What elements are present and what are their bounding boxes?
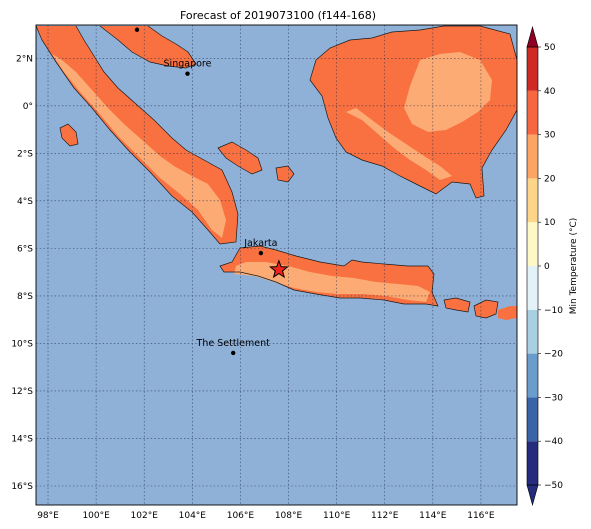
colorbar-segment (527, 134, 538, 179)
lon-tick-label: 110°E (323, 511, 351, 521)
colorbar-label: Min Temperature (°C) (569, 218, 579, 315)
lat-tick-label: 2°S (17, 149, 33, 159)
bangka-island (218, 142, 262, 174)
lon-tick-label: 112°E (371, 511, 399, 521)
colorbar-tick-label: −10 (544, 306, 563, 316)
lon-tick-label: 98°E (37, 511, 59, 521)
city-markers: Singapore Jakarta The Settlement (134, 27, 277, 356)
lat-axis-ticks: 2°N 0° 2°S 4°S 6°S 8°S 10°S 12°S 14°S 16°S (11, 54, 33, 492)
colorbar-tick-labels: 50 40 30 20 10 0 −10 −20 −30 −40 −50 (538, 43, 563, 491)
city-label: Singapore (164, 59, 212, 70)
coastlines (36, 25, 517, 319)
sumatra-mild-zone (52, 54, 226, 238)
colorbar-tick-label: 40 (544, 87, 556, 97)
lat-tick-label: 6°S (17, 244, 33, 254)
city-dot (231, 350, 236, 356)
lat-tick-label: 2°N (16, 54, 33, 64)
map-frame (35, 24, 518, 506)
bali-island (444, 298, 470, 312)
borneo-mild-zone (404, 52, 492, 132)
lon-tick-label: 104°E (179, 511, 207, 521)
colorbar-segment (527, 266, 538, 310)
gridlines (36, 25, 517, 505)
colorbar-tick-label: −50 (544, 481, 563, 491)
lat-tick-label: 16°S (11, 482, 33, 492)
colorbar-segment (527, 90, 538, 135)
lon-tick-label: 116°E (467, 511, 495, 521)
lon-tick-label: 100°E (82, 511, 110, 521)
lon-tick-label: 114°E (419, 511, 447, 521)
colorbar-segment (527, 441, 538, 485)
lat-tick-label: 10°S (11, 339, 33, 349)
colorbar-tick-label: 20 (544, 174, 556, 184)
figure-title: Forecast of 2019073100 (f144-168) (180, 9, 376, 22)
city-dot (258, 250, 264, 256)
location-dot (134, 27, 140, 32)
lat-tick-label: 12°S (11, 387, 33, 397)
lat-tick-label: 14°S (11, 434, 33, 444)
lat-tick-label: 0° (23, 102, 33, 112)
lat-tick-label: 8°S (17, 292, 33, 302)
colorbar-segments (526, 25, 539, 507)
lombok-island (474, 300, 498, 318)
colorbar-tick-label: 10 (544, 218, 556, 228)
lat-tick-label: 4°S (17, 197, 33, 207)
star-icon (269, 259, 289, 279)
location-star-marker (269, 259, 289, 279)
colorbar-segment (527, 222, 538, 266)
borneo-south-mild (346, 108, 452, 180)
colorbar-tick-label: 30 (544, 131, 556, 141)
colorbar-segment (527, 309, 538, 354)
map-panel: 98°E 100°E 102°E 104°E 106°E 108°E 110°E 112°E 1… (11, 24, 518, 521)
colorbar-tick-label: 0 (544, 262, 550, 272)
colorbar-tick-label: −30 (544, 393, 563, 403)
malay-peninsula (100, 26, 196, 68)
colorbar-segment (527, 47, 538, 91)
colorbar-segment (527, 178, 538, 223)
lon-tick-label: 108°E (275, 511, 303, 521)
lon-tick-label: 102°E (131, 511, 159, 521)
belitung-island (276, 166, 294, 182)
sumbawa-island (498, 306, 517, 320)
colorbar-extend-min (526, 484, 539, 507)
city-dot (185, 71, 190, 76)
lon-axis-ticks: 98°E 100°E 102°E 104°E 106°E 108°E 110°E 112°E 1… (37, 511, 495, 521)
colorbar-tick-label: 50 (544, 43, 556, 53)
colorbar-tick-label: −40 (544, 437, 563, 447)
colorbar-segment (527, 397, 538, 442)
city-label: The Settlement (196, 338, 271, 349)
lon-tick-label: 106°E (227, 511, 255, 521)
colorbar-extend-max (526, 25, 539, 48)
colorbar: 50 40 30 20 10 0 −10 −20 −30 −40 −50 Min Temperatu… (526, 25, 579, 507)
colorbar-tick-label: −20 (544, 350, 563, 360)
colorbar-segment (527, 353, 538, 398)
city-label: Jakarta (243, 238, 277, 249)
